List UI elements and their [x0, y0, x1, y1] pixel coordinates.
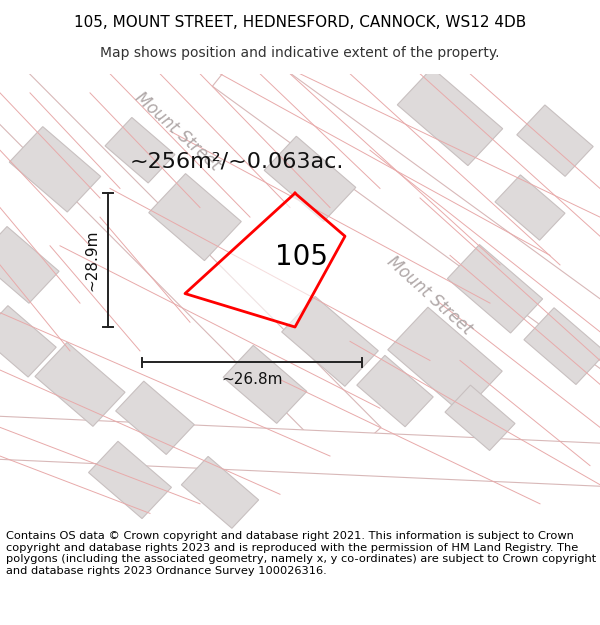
Polygon shape [105, 118, 175, 183]
Polygon shape [181, 456, 259, 528]
Polygon shape [116, 381, 194, 454]
Polygon shape [35, 342, 125, 426]
Text: 105, MOUNT STREET, HEDNESFORD, CANNOCK, WS12 4DB: 105, MOUNT STREET, HEDNESFORD, CANNOCK, … [74, 14, 526, 29]
Polygon shape [0, 226, 59, 303]
Text: Mount Street: Mount Street [384, 253, 476, 338]
Polygon shape [264, 136, 356, 221]
Polygon shape [524, 308, 600, 384]
Polygon shape [9, 127, 101, 212]
Polygon shape [357, 356, 433, 427]
Text: Contains OS data © Crown copyright and database right 2021. This information is : Contains OS data © Crown copyright and d… [6, 531, 596, 576]
Polygon shape [448, 244, 542, 333]
Text: ~26.8m: ~26.8m [221, 372, 283, 387]
Polygon shape [445, 385, 515, 451]
Polygon shape [495, 175, 565, 240]
Polygon shape [388, 307, 502, 414]
Polygon shape [89, 441, 172, 519]
Polygon shape [185, 193, 345, 327]
Polygon shape [0, 416, 600, 487]
Text: Map shows position and indicative extent of the property.: Map shows position and indicative extent… [100, 46, 500, 60]
Polygon shape [149, 174, 241, 261]
Text: ~256m²/~0.063ac.: ~256m²/~0.063ac. [130, 152, 344, 172]
Polygon shape [0, 45, 381, 466]
Polygon shape [0, 306, 56, 377]
Text: Mount Street: Mount Street [132, 88, 224, 174]
Polygon shape [212, 42, 600, 392]
Polygon shape [517, 105, 593, 176]
Text: 105: 105 [275, 243, 329, 271]
Polygon shape [397, 68, 503, 166]
Polygon shape [281, 296, 379, 386]
Polygon shape [223, 346, 307, 423]
Text: ~28.9m: ~28.9m [85, 229, 100, 291]
